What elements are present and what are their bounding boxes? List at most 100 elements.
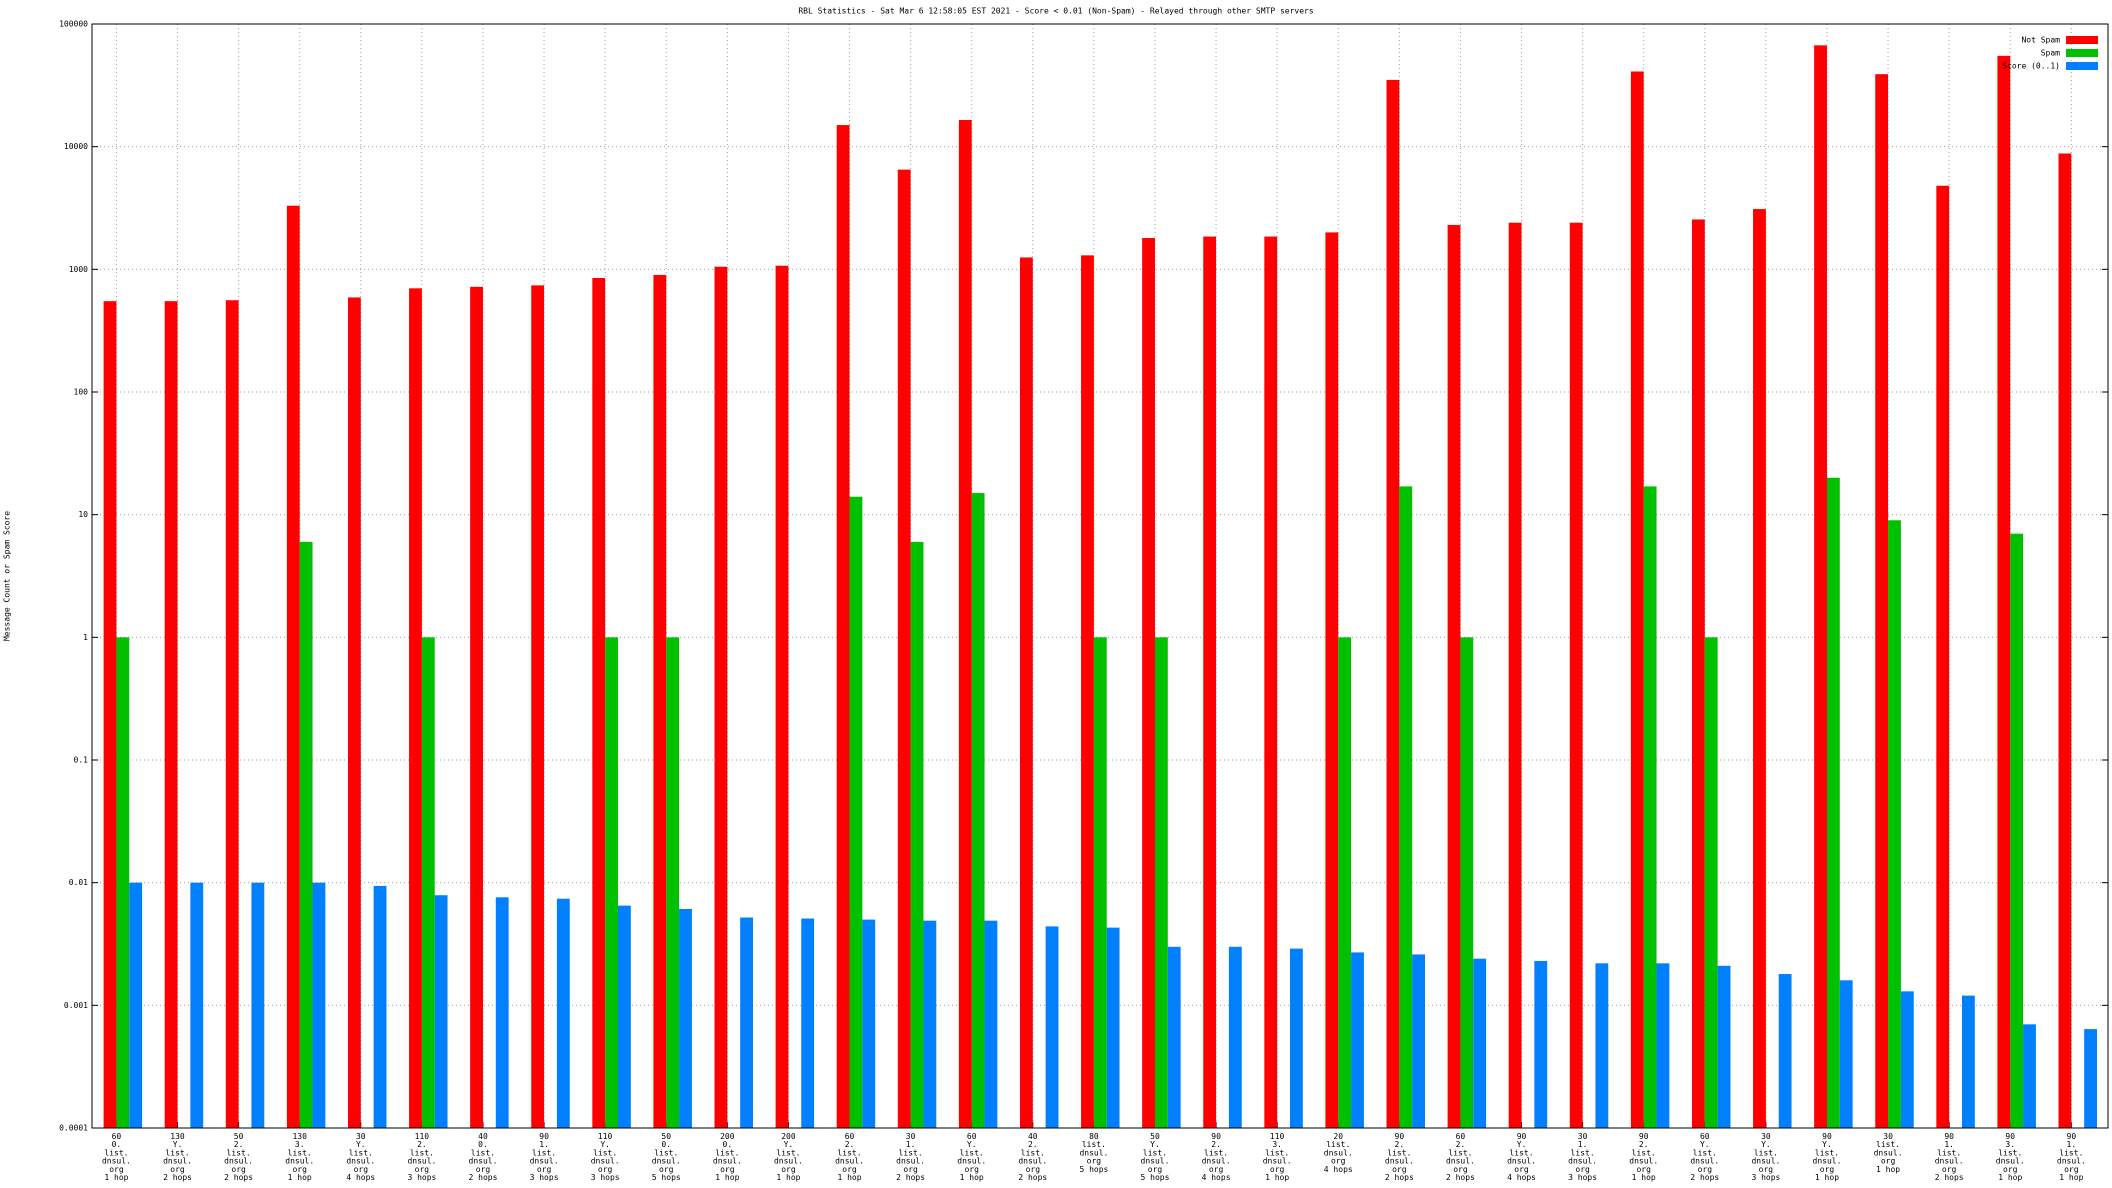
x-tick-label-line: org: [476, 1164, 491, 1173]
x-tick-label-line: 30: [1761, 1132, 1771, 1141]
x-tick-label-line: 1.: [1578, 1140, 1588, 1149]
x-tick-label-line: org: [231, 1164, 246, 1173]
bar: [286, 205, 300, 1129]
bar: [836, 125, 850, 1128]
bar: [2058, 153, 2072, 1128]
y-tick-label: 100: [74, 388, 89, 397]
x-tick-label-line: 50: [234, 1132, 244, 1141]
bar: [1167, 946, 1181, 1128]
bar: [862, 919, 876, 1128]
x-tick-label-line: 1 hop: [1632, 1173, 1656, 1182]
x-tick-label-line: 5 hops: [1079, 1164, 1108, 1173]
x-tick-label-line: 5 hops: [1141, 1173, 1170, 1182]
x-tick-label-line: 90: [1211, 1132, 1221, 1141]
x-tick-label-line: 1.: [1944, 1140, 1954, 1149]
x-tick-label-line: dnsul.: [285, 1156, 314, 1165]
x-tick-label-line: 3 hops: [1751, 1173, 1780, 1182]
x-tick-label-line: list.: [1021, 1148, 1045, 1157]
y-tick-label: 1000: [69, 265, 88, 274]
x-tick-label-line: 20: [1333, 1132, 1343, 1141]
x-tick-label: 30 Y. list. dnsul. org 3 hops: [1751, 1132, 1780, 1182]
x-tick-label-line: Y.: [967, 1140, 977, 1149]
x-tick-label-line: org: [292, 1164, 307, 1173]
bar: [1936, 185, 1950, 1128]
x-tick-label: 110 2. list. dnsul. org 3 hops: [407, 1132, 436, 1182]
bar: [1473, 958, 1487, 1128]
x-tick-label-line: org: [1759, 1164, 1774, 1173]
x-tick-label-line: dnsul.: [1263, 1156, 1292, 1165]
bar: [1093, 637, 1107, 1128]
plot-border: [91, 23, 2109, 1129]
bar: [1656, 963, 1670, 1128]
bar: [1386, 79, 1400, 1129]
x-tick-label-line: org: [415, 1164, 430, 1173]
x-tick-label-line: 1.: [2067, 1140, 2077, 1149]
x-tick-label-line: dnsul.: [346, 1156, 375, 1165]
bar: [434, 895, 448, 1128]
x-tick-label-line: org: [109, 1164, 124, 1173]
bar: [1142, 238, 1155, 1129]
x-tick-label: 90 2. list. dnsul. org 2 hops: [1385, 1132, 1414, 1182]
x-tick-label-line: 60: [967, 1132, 977, 1141]
x-tick-label-line: 1 hop: [715, 1173, 739, 1182]
x-tick-label-line: 90: [2005, 1132, 2015, 1141]
x-tick-label-line: 2 hops: [224, 1173, 253, 1182]
x-tick-label: 50 2. list. dnsul. org 2 hops: [224, 1132, 253, 1182]
x-tick-label-line: list.: [165, 1148, 189, 1157]
x-tick-label-line: org: [1820, 1164, 1835, 1173]
x-tick-label-line: dnsul.: [1996, 1156, 2025, 1165]
x-tick-label: 80 list. dnsul. org 5 hops: [1079, 1132, 1108, 1174]
legend-swatch: [2066, 49, 2098, 57]
x-tick-label-line: list.: [960, 1148, 984, 1157]
x-tick-label-line: 1 hop: [960, 1173, 984, 1182]
x-tick-label-line: dnsul.: [835, 1156, 864, 1165]
x-tick-label-line: dnsul.: [591, 1156, 620, 1165]
x-tick-label-line: 90: [2067, 1132, 2077, 1141]
bar: [1325, 232, 1339, 1128]
x-tick-label-line: list.: [1937, 1148, 1961, 1157]
y-tick-label: 10: [78, 510, 88, 519]
x-tick-label-line: org: [842, 1164, 857, 1173]
x-tick-label-line: 4 hops: [1324, 1164, 1353, 1173]
bar: [2010, 533, 2024, 1128]
bar: [251, 882, 265, 1128]
x-tick-label-line: dnsul.: [1751, 1156, 1780, 1165]
x-tick-label-line: org: [598, 1164, 613, 1173]
bar: [605, 637, 618, 1128]
x-tick-label: 110 3. list. dnsul. org 1 hop: [1263, 1132, 1292, 1182]
x-tick-label-line: 3 hops: [591, 1173, 620, 1182]
x-tick-label-line: list.: [1387, 1148, 1411, 1157]
x-tick-label-line: list.: [654, 1148, 678, 1157]
x-tick-label: 90 2. list. dnsul. org 4 hops: [1202, 1132, 1231, 1182]
bar: [1643, 486, 1657, 1128]
x-tick-label-line: 3 hops: [530, 1173, 559, 1182]
bar: [1826, 477, 1840, 1128]
x-tick-label-line: 2 hops: [163, 1173, 192, 1182]
x-tick-label: 200 0. list. dnsul. org 1 hop: [713, 1132, 742, 1182]
bar: [897, 169, 911, 1128]
x-tick-label-line: 3 hops: [407, 1173, 436, 1182]
x-tick-label-line: 130: [170, 1132, 185, 1141]
x-tick-label-line: dnsul.: [407, 1156, 436, 1165]
x-tick-label-line: dnsul.: [1629, 1156, 1658, 1165]
x-tick-label: 30 1. list. dnsul. org 3 hops: [1568, 1132, 1597, 1182]
x-tick-label-line: list.: [471, 1148, 495, 1157]
x-tick-label-line: Y.: [1822, 1140, 1832, 1149]
x-tick-label-line: 40: [478, 1132, 488, 1141]
bar: [495, 897, 509, 1128]
x-tick-label-line: 60: [1456, 1132, 1466, 1141]
x-tick-label-line: 200: [720, 1132, 735, 1141]
x-tick-label-line: org: [720, 1164, 735, 1173]
x-tick-label-line: list.: [1693, 1148, 1717, 1157]
y-tick-label: 0.01: [69, 878, 88, 887]
x-tick-label-line: list.: [1632, 1148, 1656, 1157]
bar: [1045, 926, 1059, 1128]
x-tick-label: 200 Y. list. dnsul. org 1 hop: [774, 1132, 803, 1182]
x-tick-label-line: dnsul.: [1446, 1156, 1475, 1165]
y-tick-label: 10000: [64, 142, 88, 151]
y-tick-label: 0.0001: [59, 1124, 88, 1133]
x-tick-label-line: org: [537, 1164, 552, 1173]
x-tick-label-line: Y.: [1761, 1140, 1771, 1149]
x-tick-label-line: list.: [1876, 1140, 1900, 1149]
